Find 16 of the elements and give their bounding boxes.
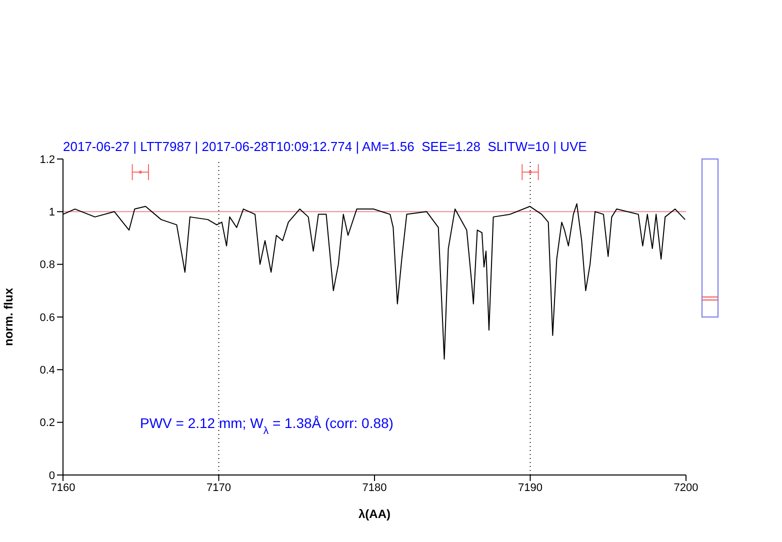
y-axis-title: norm. flux xyxy=(1,288,16,346)
y-tick-label: 0.6 xyxy=(40,312,55,324)
x-axis-title: λ(AA) xyxy=(358,507,390,521)
y-tick-label: 0.2 xyxy=(40,417,55,430)
annotation: PWV = 2.12 mm; W$_{λ}$ = 1.38Å (corr: 0.88) xyxy=(140,415,394,437)
x-tick-label: 7170 xyxy=(206,482,231,494)
x-tick-label: 7180 xyxy=(362,482,387,494)
y-tick-label: 0.8 xyxy=(40,259,55,272)
y-tick-label: 1.2 xyxy=(40,154,55,166)
y-tick-label: 0.4 xyxy=(40,364,55,377)
x-tick-label: 7160 xyxy=(50,482,76,494)
y-tick-label: 0 xyxy=(48,470,55,482)
x-tick-label: 7190 xyxy=(518,482,542,494)
chart-title: 2017-06-27 | LTT7987 | 2017-06-28T10:09:12.774 | AM=1.56 SEE=1.28 SLITW=10 | UVE xyxy=(63,139,588,154)
y-tick-label: 1 xyxy=(48,206,55,219)
x-tick-label: 7200 xyxy=(674,482,698,494)
